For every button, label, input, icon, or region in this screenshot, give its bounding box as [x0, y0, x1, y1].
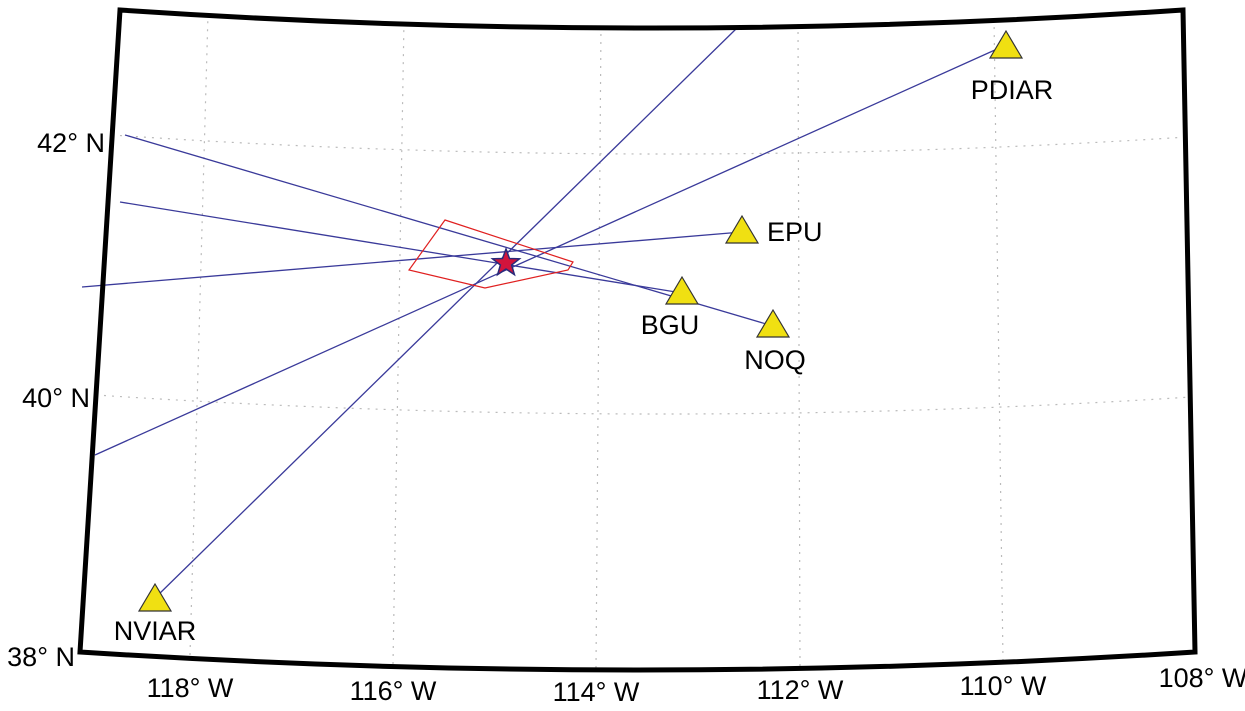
station-label: BGU [641, 310, 700, 340]
meridian [595, 23, 602, 669]
labels: PDIAR EPU BGU NOQ NVIAR 42° N 40° N 38° N 118° W… [7, 29, 1245, 707]
meridian [392, 19, 405, 665]
station-marker [755, 308, 791, 338]
longitude-label: 108° W [1159, 663, 1245, 693]
parallel [111, 134, 1188, 155]
map-frame [77, 7, 1198, 673]
latitude-label: 38° N [7, 642, 75, 672]
latitude-label: 40° N [22, 383, 90, 413]
meridian [993, 17, 1004, 662]
station-label: EPU [767, 217, 823, 247]
station-label: NVIAR [114, 616, 197, 646]
station-label: PDIAR [971, 75, 1054, 105]
ray [154, 27, 738, 599]
latitude-label: 42° N [37, 128, 105, 158]
longitude-label: 110° W [960, 671, 1047, 701]
station-marker [988, 29, 1024, 59]
ray [124, 134, 774, 327]
longitude-label: 114° W [553, 677, 640, 706]
longitude-label: 118° W [147, 673, 234, 703]
station-marker [724, 214, 760, 244]
station-marker [137, 582, 173, 612]
ray [119, 201, 683, 294]
ray [81, 231, 743, 288]
ray [94, 44, 1007, 456]
parallel [95, 394, 1192, 415]
epicenter [490, 246, 522, 277]
region [407, 219, 574, 289]
longitude-label: 112° W [757, 675, 844, 705]
station-label: NOQ [744, 345, 806, 375]
longitude-label: 116° W [350, 676, 437, 706]
meridian [797, 21, 801, 667]
meridian [189, 13, 209, 656]
station-marker [664, 275, 700, 305]
